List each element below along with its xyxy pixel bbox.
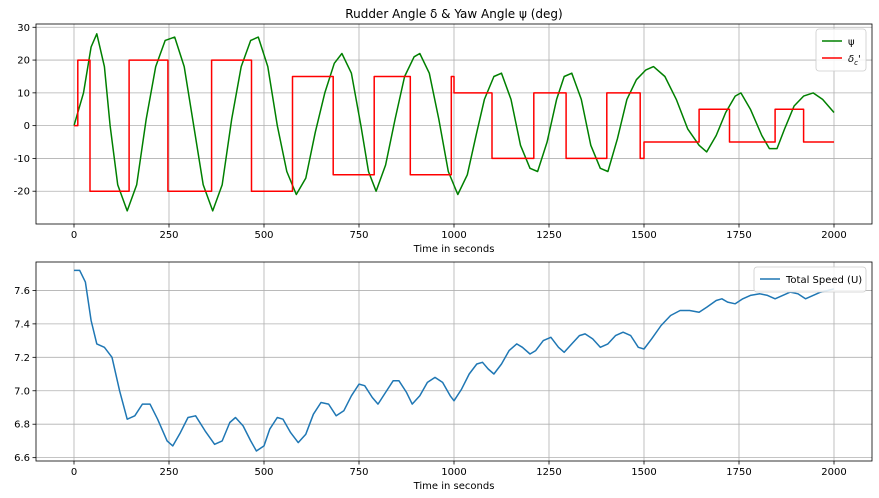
x-tick-label: 1500 bbox=[631, 467, 656, 478]
y-tick-label: 6.6 bbox=[14, 453, 30, 464]
x-tick-label: 1750 bbox=[726, 230, 751, 241]
x-tick-label: 2000 bbox=[821, 230, 846, 241]
x-tick-label: 1000 bbox=[441, 467, 466, 478]
y-tick-label: 30 bbox=[17, 23, 30, 34]
series-line bbox=[74, 269, 835, 452]
x-tick-label: 2000 bbox=[821, 467, 846, 478]
x-tick-label: 1500 bbox=[631, 230, 656, 241]
y-tick-label: 7.6 bbox=[14, 286, 30, 297]
y-tick-label: 20 bbox=[17, 56, 30, 67]
series-line bbox=[73, 33, 835, 212]
x-tick-label: 1750 bbox=[726, 467, 751, 478]
x-tick-label: 750 bbox=[349, 230, 368, 241]
chart-panel-2: 0 250 500 750 1000 1250 1500 1750 2000 6.6 6.8 7.0 7… bbox=[14, 261, 873, 492]
x-tick-label: 250 bbox=[159, 230, 178, 241]
y-tick-label: 10 bbox=[17, 88, 30, 99]
y-tick-label: 7.0 bbox=[14, 386, 30, 397]
y-tick-label: -20 bbox=[14, 187, 30, 198]
x-tick-label: 1250 bbox=[536, 230, 561, 241]
legend: Total Speed (U) bbox=[753, 266, 867, 293]
legend-label: δc' bbox=[848, 54, 861, 67]
legend: ψ δc' bbox=[815, 28, 867, 72]
chart-panel-1: 0 250 500 750 1000 1250 1500 1750 2000 -20 -10 0 10 2… bbox=[14, 7, 873, 255]
y-tick-label: 6.8 bbox=[14, 420, 30, 431]
y-tick-label: 0 bbox=[24, 121, 30, 132]
y-tick-label: 7.2 bbox=[14, 353, 30, 364]
legend-box bbox=[753, 266, 867, 293]
y-tick-label: -10 bbox=[14, 154, 30, 165]
x-tick-label: 1250 bbox=[536, 467, 561, 478]
x-tick-label: 500 bbox=[254, 467, 273, 478]
x-tick-label: 0 bbox=[71, 230, 77, 241]
x-tick-label: 250 bbox=[159, 467, 178, 478]
x-tick-label: 750 bbox=[349, 467, 368, 478]
legend-label: ψ bbox=[848, 37, 855, 48]
x-tick-label: 500 bbox=[254, 230, 273, 241]
x-tick-label: 1000 bbox=[441, 230, 466, 241]
x-tick-label: 0 bbox=[71, 467, 77, 478]
y-tick-label: 7.4 bbox=[14, 319, 30, 330]
legend-box bbox=[815, 28, 867, 72]
series-line bbox=[74, 59, 834, 192]
x-axis-label: Time in seconds bbox=[413, 244, 495, 255]
x-axis-label: Time in seconds bbox=[413, 481, 495, 492]
chart-title: Rudder Angle δ & Yaw Angle ψ (deg) bbox=[345, 7, 562, 21]
legend-label: Total Speed (U) bbox=[785, 275, 862, 286]
